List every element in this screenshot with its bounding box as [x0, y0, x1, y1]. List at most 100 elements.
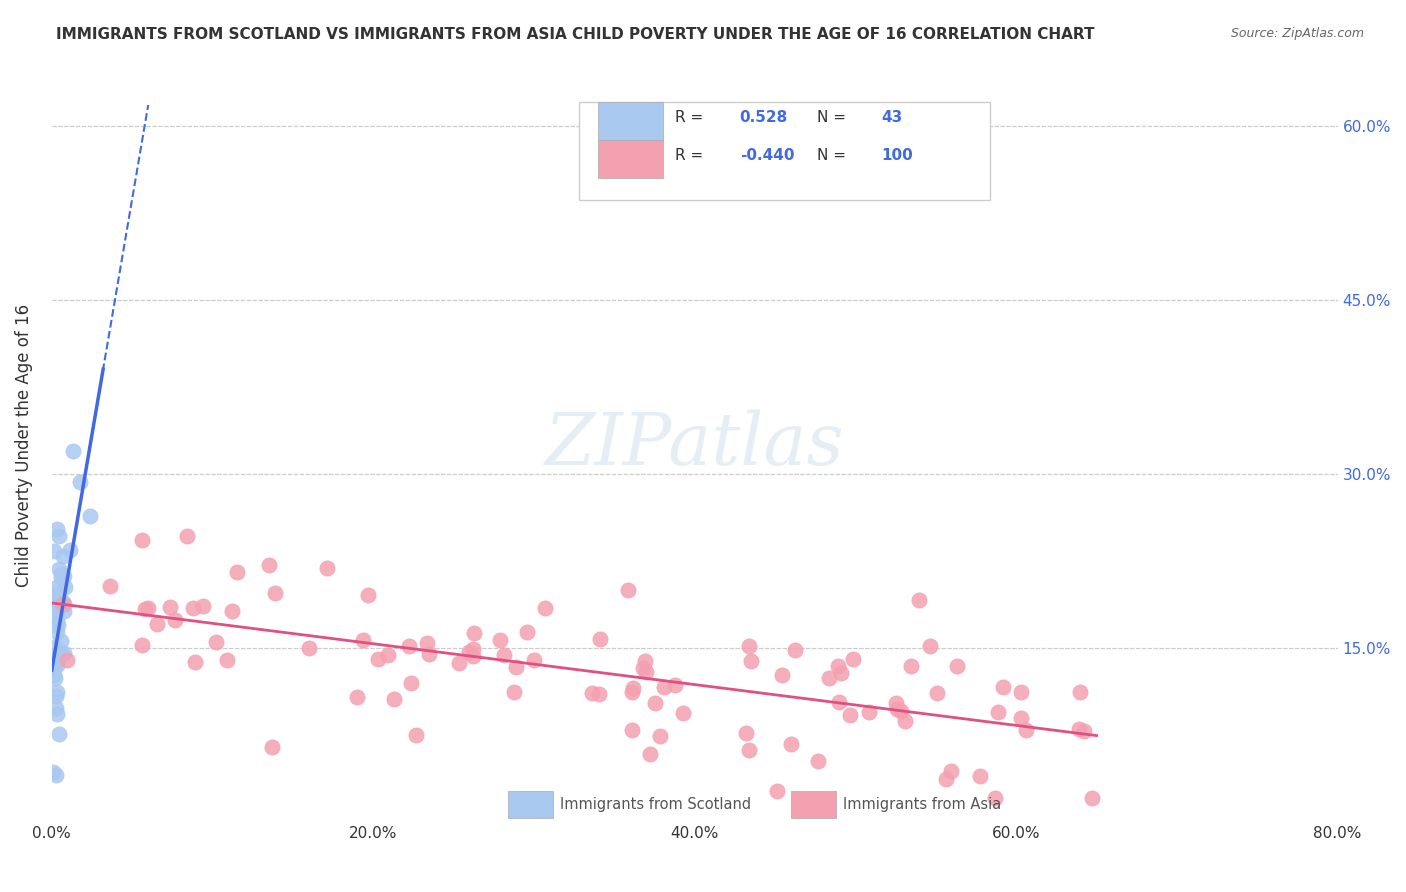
Point [53, 580, 76, 594]
Point [159, 599, 181, 614]
Point [488, 632, 510, 647]
Point [461, 648, 484, 663]
Point [45, 701, 67, 715]
Point [226, 565, 249, 579]
Point [991, 680, 1014, 694]
Point [136, 600, 159, 615]
Point [738, 640, 761, 654]
Point [49, 634, 72, 648]
Point [48, 561, 70, 575]
Point [457, 645, 479, 659]
Point [221, 604, 243, 618]
Point [131, 638, 153, 652]
Point [1015, 723, 1038, 737]
Point [44, 652, 66, 666]
Point [779, 737, 801, 751]
Point [621, 723, 644, 737]
Point [523, 653, 546, 667]
Point [264, 586, 287, 600]
Point [53, 569, 76, 583]
Text: Immigrants from Asia: Immigrants from Asia [842, 797, 1001, 813]
Point [48, 647, 70, 661]
Point [51, 566, 73, 581]
Point [399, 676, 422, 690]
Point [1069, 685, 1091, 699]
Point [51, 570, 73, 584]
Point [900, 658, 922, 673]
Text: N =: N = [817, 147, 846, 162]
Point [44, 640, 66, 654]
Point [131, 533, 153, 547]
Point [53, 646, 76, 660]
Point [828, 694, 851, 708]
Point [416, 636, 439, 650]
Point [588, 687, 610, 701]
Point [382, 692, 405, 706]
Point [987, 705, 1010, 719]
Point [969, 769, 991, 783]
Point [53, 604, 76, 618]
Point [534, 601, 557, 615]
Point [51, 646, 73, 660]
Point [260, 740, 283, 755]
Point [98, 579, 121, 593]
Point [927, 686, 949, 700]
Point [505, 660, 527, 674]
Point [858, 706, 880, 720]
Point [44, 667, 66, 681]
FancyBboxPatch shape [598, 140, 662, 178]
Point [205, 635, 228, 649]
Point [589, 632, 612, 646]
Point [44, 658, 66, 673]
Point [908, 592, 931, 607]
Point [886, 696, 908, 710]
Point [1069, 722, 1091, 736]
Point [44, 671, 66, 685]
Text: 100: 100 [882, 147, 912, 162]
Point [939, 764, 962, 778]
Point [42, 592, 65, 607]
Point [620, 685, 643, 699]
Point [818, 671, 841, 685]
Text: -0.440: -0.440 [740, 147, 794, 162]
Point [935, 772, 957, 786]
Point [616, 582, 638, 597]
Point [581, 686, 603, 700]
Point [45, 580, 67, 594]
Point [770, 668, 793, 682]
FancyBboxPatch shape [508, 791, 553, 818]
Point [631, 661, 654, 675]
Point [45, 768, 67, 782]
Text: N =: N = [817, 110, 846, 125]
Point [738, 743, 761, 757]
Text: Source: ZipAtlas.com: Source: ZipAtlas.com [1230, 27, 1364, 40]
Point [734, 726, 756, 740]
Point [346, 690, 368, 705]
Point [463, 625, 485, 640]
Point [134, 602, 156, 616]
Point [1073, 724, 1095, 739]
Point [42, 657, 65, 672]
FancyBboxPatch shape [598, 103, 662, 140]
Point [621, 681, 644, 695]
Point [447, 657, 470, 671]
Point [52, 597, 75, 611]
Point [830, 665, 852, 680]
Point [648, 729, 671, 743]
Point [79, 509, 101, 524]
Point [44, 587, 66, 601]
Point [405, 728, 427, 742]
Point [44, 689, 66, 703]
Point [46, 522, 69, 536]
Point [418, 647, 440, 661]
Point [492, 648, 515, 662]
Point [671, 706, 693, 720]
Text: IMMIGRANTS FROM SCOTLAND VS IMMIGRANTS FROM ASIA CHILD POVERTY UNDER THE AGE OF : IMMIGRANTS FROM SCOTLAND VS IMMIGRANTS F… [56, 27, 1095, 42]
Y-axis label: Child Poverty Under the Age of 16: Child Poverty Under the Age of 16 [15, 303, 32, 587]
Point [59, 543, 82, 558]
Point [56, 653, 79, 667]
Text: ZIPatlas: ZIPatlas [546, 409, 845, 480]
Point [984, 791, 1007, 805]
Point [46, 657, 69, 672]
Point [638, 747, 661, 761]
